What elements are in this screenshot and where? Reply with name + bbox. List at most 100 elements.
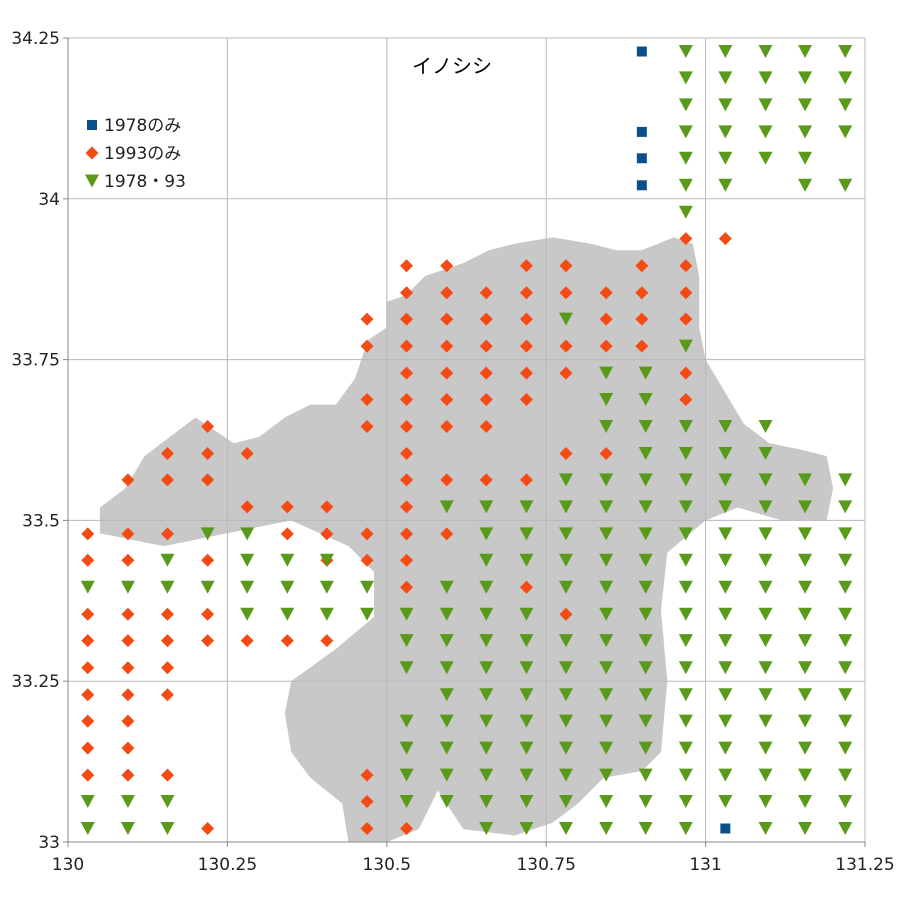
series-2-point bbox=[638, 741, 653, 755]
series-1-point bbox=[400, 447, 414, 461]
series-0-point bbox=[636, 153, 647, 164]
series-2-point bbox=[638, 634, 653, 648]
series-1-point bbox=[400, 259, 414, 273]
series-1-point bbox=[599, 312, 613, 326]
series-1-point bbox=[559, 447, 573, 461]
series-2-point bbox=[479, 527, 494, 541]
series-2-point bbox=[479, 607, 494, 621]
legend-marker-2 bbox=[85, 174, 99, 188]
series-2-point bbox=[718, 607, 733, 621]
series-0-point bbox=[636, 126, 647, 137]
series-2-point bbox=[599, 714, 614, 728]
series-2-point bbox=[280, 580, 295, 594]
series-1-point bbox=[400, 339, 414, 353]
series-2-point bbox=[798, 794, 813, 808]
series-2-point bbox=[638, 419, 653, 433]
series-1-point bbox=[121, 607, 135, 621]
series-1-point bbox=[479, 419, 493, 433]
series-2-point bbox=[678, 580, 693, 594]
series-1-point bbox=[519, 259, 533, 273]
series-1-point bbox=[479, 473, 493, 487]
series-1-point bbox=[400, 500, 414, 514]
series-1-point bbox=[81, 661, 95, 675]
series-1-point bbox=[121, 714, 135, 728]
series-2-point bbox=[718, 741, 733, 755]
series-2-point bbox=[678, 71, 693, 85]
series-2-point bbox=[758, 580, 773, 594]
y-tick-label: 33.25 bbox=[11, 672, 60, 692]
series-1-point bbox=[280, 527, 294, 541]
series-2-point bbox=[558, 688, 573, 702]
series-2-point bbox=[200, 527, 215, 541]
series-2-point bbox=[519, 607, 534, 621]
series-1-point bbox=[519, 392, 533, 406]
series-1-point bbox=[400, 419, 414, 433]
series-2-point bbox=[678, 714, 693, 728]
series-2-point bbox=[519, 794, 534, 808]
series-1-point bbox=[440, 339, 454, 353]
series-2-point bbox=[280, 553, 295, 567]
series-1-point bbox=[679, 259, 693, 273]
x-tick-label: 131 bbox=[689, 855, 721, 875]
series-2-point bbox=[838, 688, 853, 702]
series-1-point bbox=[121, 527, 135, 541]
series-2-point bbox=[758, 447, 773, 461]
series-2-point bbox=[399, 741, 414, 755]
series-2-point bbox=[718, 71, 733, 85]
series-2-point bbox=[838, 634, 853, 648]
series-2-point bbox=[599, 553, 614, 567]
series-1-point bbox=[400, 312, 414, 326]
series-2-point bbox=[439, 661, 454, 675]
series-1-point bbox=[400, 527, 414, 541]
series-2-point bbox=[160, 553, 175, 567]
series-1-point bbox=[559, 339, 573, 353]
series-2-point bbox=[678, 205, 693, 219]
series-2-point bbox=[439, 741, 454, 755]
series-2-point bbox=[558, 794, 573, 808]
series-2-point bbox=[798, 821, 813, 835]
series-0-point bbox=[636, 46, 647, 57]
series-1-point bbox=[635, 259, 649, 273]
series-2-point bbox=[558, 553, 573, 567]
series-2-point bbox=[798, 580, 813, 594]
legend-item-1: 1993のみ bbox=[85, 144, 181, 164]
series-1-point bbox=[121, 741, 135, 755]
series-1-point bbox=[400, 286, 414, 300]
series-2-point bbox=[599, 607, 614, 621]
series-2-point bbox=[200, 580, 215, 594]
series-1-point bbox=[360, 821, 374, 835]
y-tick-label: 33.75 bbox=[11, 351, 60, 371]
series-1-point bbox=[440, 473, 454, 487]
series-2-point bbox=[240, 580, 255, 594]
series-1-point bbox=[360, 339, 374, 353]
series-2-point bbox=[798, 98, 813, 112]
series-2-point bbox=[678, 741, 693, 755]
series-2-point bbox=[160, 821, 175, 835]
series-2-point bbox=[439, 714, 454, 728]
series-1-point bbox=[121, 661, 135, 675]
series-1-point bbox=[519, 286, 533, 300]
series-2-point bbox=[678, 794, 693, 808]
series-2-point bbox=[678, 527, 693, 541]
legend-label-1: 1993のみ bbox=[104, 144, 181, 164]
series-1-point bbox=[160, 634, 174, 648]
series-2-point bbox=[479, 553, 494, 567]
series-1-point bbox=[440, 419, 454, 433]
series-2-point bbox=[479, 794, 494, 808]
series-2-point bbox=[519, 714, 534, 728]
series-2-point bbox=[599, 419, 614, 433]
series-2-point bbox=[678, 473, 693, 487]
series-2-point bbox=[838, 500, 853, 514]
series-2-point bbox=[758, 45, 773, 59]
legend-marker-1 bbox=[85, 146, 99, 160]
series-2-point bbox=[718, 125, 733, 139]
series-2-point bbox=[758, 419, 773, 433]
series-2-point bbox=[638, 714, 653, 728]
series-2-point bbox=[758, 125, 773, 139]
series-2-point bbox=[439, 688, 454, 702]
series-2-point bbox=[519, 688, 534, 702]
series-2-point bbox=[120, 580, 135, 594]
series-1-point bbox=[400, 366, 414, 380]
series-2-point bbox=[718, 500, 733, 514]
